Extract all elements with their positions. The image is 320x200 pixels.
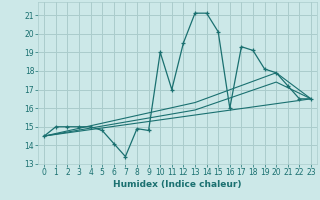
X-axis label: Humidex (Indice chaleur): Humidex (Indice chaleur) — [113, 180, 242, 189]
